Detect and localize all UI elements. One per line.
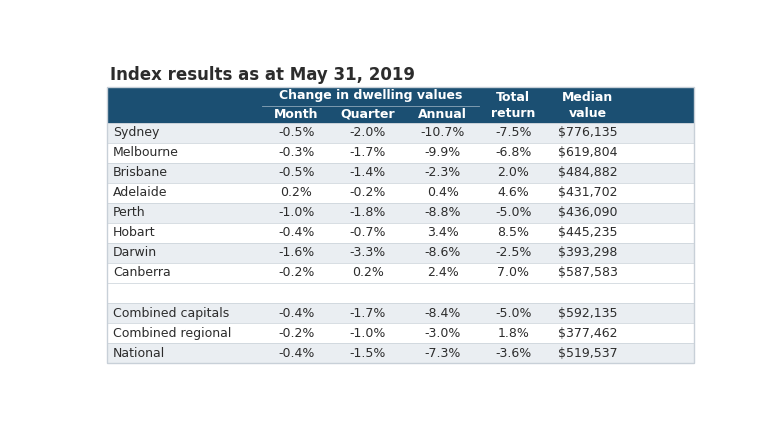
Text: $431,702: $431,702 (558, 186, 618, 199)
Text: -7.5%: -7.5% (495, 126, 531, 139)
Bar (107, 243, 694, 263)
Text: -0.3%: -0.3% (278, 146, 314, 159)
Text: $619,804: $619,804 (558, 146, 618, 159)
Text: Adelaide: Adelaide (113, 186, 168, 199)
Text: 0.4%: 0.4% (427, 186, 458, 199)
Text: -3.0%: -3.0% (425, 326, 461, 339)
Bar (107, 303, 694, 323)
Text: -1.7%: -1.7% (350, 146, 386, 159)
Text: -1.0%: -1.0% (350, 326, 386, 339)
Text: -0.2%: -0.2% (278, 326, 314, 339)
Text: Combined capitals: Combined capitals (113, 306, 230, 319)
Text: -8.8%: -8.8% (425, 206, 461, 219)
Text: -0.2%: -0.2% (278, 266, 314, 280)
Text: 2.0%: 2.0% (497, 166, 530, 179)
Text: Change in dwelling values: Change in dwelling values (280, 89, 462, 102)
Text: Median
value: Median value (562, 91, 614, 120)
Text: Month: Month (274, 108, 319, 121)
Text: -2.0%: -2.0% (350, 126, 386, 139)
Bar (107, 343, 694, 363)
Text: Brisbane: Brisbane (113, 166, 168, 179)
Text: 7.0%: 7.0% (497, 266, 530, 280)
Text: National: National (113, 347, 166, 359)
Text: -0.5%: -0.5% (278, 126, 315, 139)
Bar (107, 183, 694, 203)
Text: $436,090: $436,090 (558, 206, 618, 219)
Text: 0.2%: 0.2% (280, 186, 312, 199)
Text: Melbourne: Melbourne (113, 146, 179, 159)
Text: $587,583: $587,583 (558, 266, 618, 280)
Text: Hobart: Hobart (113, 227, 155, 240)
Text: -10.7%: -10.7% (421, 126, 465, 139)
Text: Sydney: Sydney (113, 126, 159, 139)
Text: -2.3%: -2.3% (425, 166, 461, 179)
Bar (107, 263, 694, 283)
Text: -0.4%: -0.4% (278, 227, 314, 240)
Text: -9.9%: -9.9% (425, 146, 461, 159)
Text: $445,235: $445,235 (558, 227, 618, 240)
Text: $393,298: $393,298 (558, 247, 618, 260)
Text: -1.0%: -1.0% (278, 206, 314, 219)
Text: -1.7%: -1.7% (350, 306, 386, 319)
Text: 8.5%: 8.5% (497, 227, 530, 240)
Text: -7.3%: -7.3% (425, 347, 461, 359)
Text: -3.3%: -3.3% (350, 247, 386, 260)
Text: Canberra: Canberra (113, 266, 171, 280)
Text: -1.6%: -1.6% (278, 247, 314, 260)
Text: -1.4%: -1.4% (350, 166, 386, 179)
Bar (107, 87, 694, 363)
Text: -6.8%: -6.8% (495, 146, 531, 159)
Text: $592,135: $592,135 (558, 306, 618, 319)
Text: -3.6%: -3.6% (495, 347, 531, 359)
Bar (107, 223, 694, 243)
Text: -8.6%: -8.6% (425, 247, 461, 260)
Text: -0.5%: -0.5% (278, 166, 315, 179)
Text: -1.5%: -1.5% (350, 347, 386, 359)
Text: Index results as at May 31, 2019: Index results as at May 31, 2019 (110, 66, 415, 84)
Text: $776,135: $776,135 (558, 126, 618, 139)
Bar (107, 203, 694, 223)
Text: -8.4%: -8.4% (425, 306, 461, 319)
Bar (107, 163, 694, 183)
Text: 2.4%: 2.4% (427, 266, 458, 280)
Text: -1.8%: -1.8% (350, 206, 386, 219)
Text: -0.4%: -0.4% (278, 306, 314, 319)
Text: 3.4%: 3.4% (427, 227, 458, 240)
Text: 0.2%: 0.2% (352, 266, 384, 280)
Text: -2.5%: -2.5% (495, 247, 531, 260)
Text: 1.8%: 1.8% (497, 326, 530, 339)
Bar (107, 87, 694, 123)
Bar (107, 123, 694, 143)
Bar (107, 143, 694, 163)
Bar (107, 323, 694, 343)
Text: -5.0%: -5.0% (495, 206, 531, 219)
Text: Annual: Annual (419, 108, 467, 121)
Text: $519,537: $519,537 (558, 347, 618, 359)
Text: -0.2%: -0.2% (350, 186, 386, 199)
Text: $377,462: $377,462 (558, 326, 618, 339)
Text: $484,882: $484,882 (558, 166, 618, 179)
Text: 4.6%: 4.6% (497, 186, 529, 199)
Text: Quarter: Quarter (341, 108, 395, 121)
Text: Perth: Perth (113, 206, 146, 219)
Text: Combined regional: Combined regional (113, 326, 231, 339)
Text: -5.0%: -5.0% (495, 306, 531, 319)
Text: Total
return: Total return (491, 91, 536, 120)
Text: Darwin: Darwin (113, 247, 157, 260)
Text: -0.4%: -0.4% (278, 347, 314, 359)
Text: -0.7%: -0.7% (350, 227, 387, 240)
Bar (107, 283, 694, 303)
